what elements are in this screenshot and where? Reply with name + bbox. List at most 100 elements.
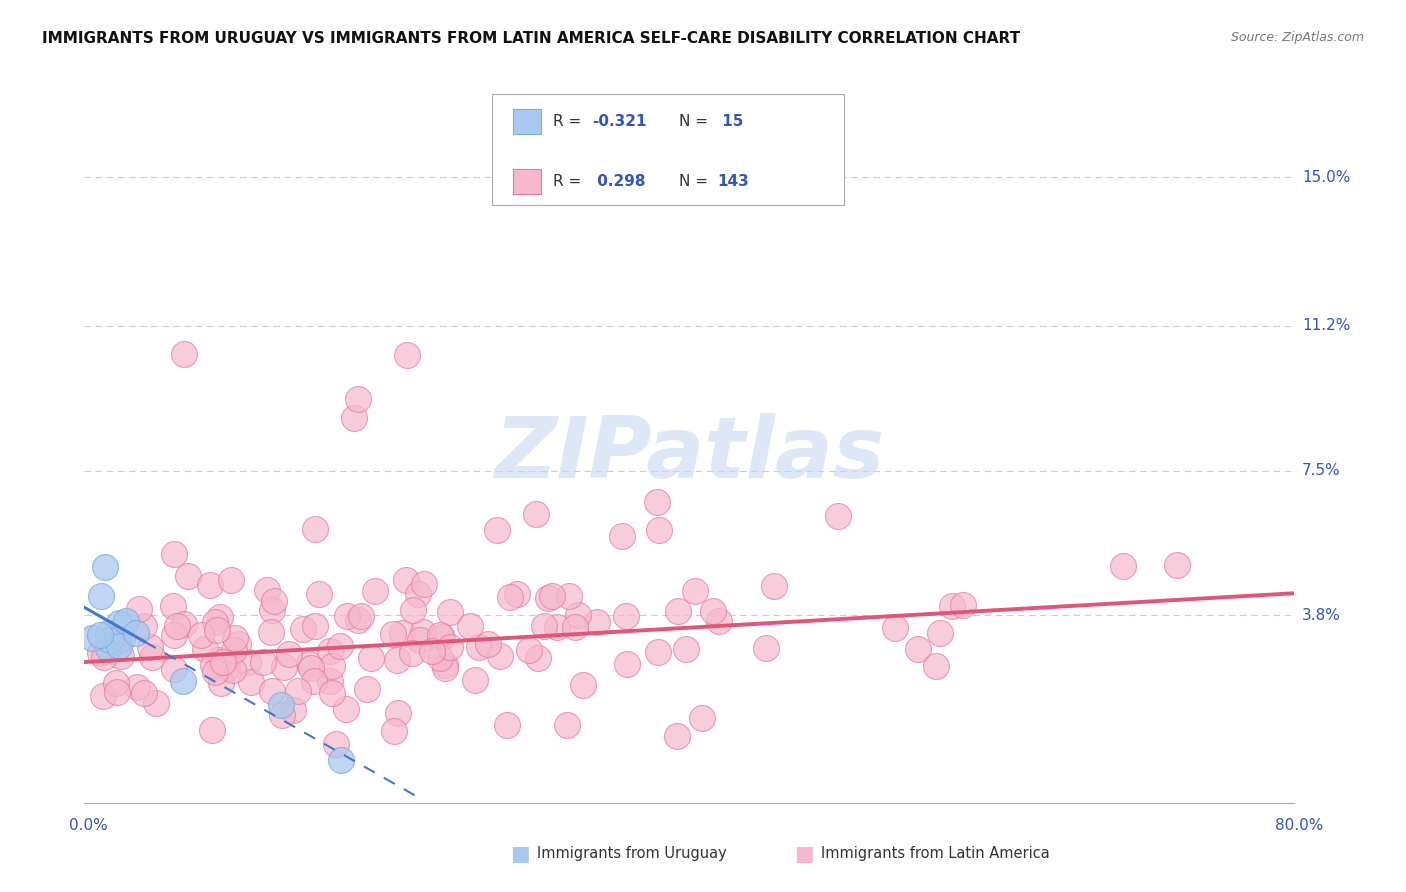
Point	[321, 659, 343, 673]
Point	[236, 655, 259, 669]
Point	[111, 632, 134, 646]
Point	[952, 598, 974, 612]
Point	[884, 621, 907, 635]
Point	[612, 529, 634, 543]
Point	[110, 649, 132, 664]
Point	[260, 624, 283, 639]
Point	[486, 523, 509, 537]
Point	[97, 641, 120, 656]
Point	[555, 718, 578, 732]
Text: 11.2%: 11.2%	[1302, 318, 1350, 334]
Point	[347, 392, 370, 407]
Point	[616, 657, 638, 672]
Text: Immigrants from Uruguay: Immigrants from Uruguay	[537, 847, 727, 861]
Point	[356, 681, 378, 696]
Point	[166, 619, 188, 633]
Text: 3.8%: 3.8%	[1302, 607, 1341, 623]
Point	[666, 604, 689, 618]
Point	[647, 644, 669, 658]
Point	[616, 608, 638, 623]
Point	[645, 495, 668, 509]
Point	[132, 686, 155, 700]
Point	[90, 589, 112, 603]
Point	[211, 655, 233, 669]
Point	[163, 662, 186, 676]
Point	[319, 644, 342, 658]
Point	[299, 661, 322, 675]
Text: R =: R =	[553, 114, 586, 128]
Point	[89, 646, 111, 660]
Point	[567, 607, 589, 622]
Point	[506, 587, 529, 601]
Point	[287, 684, 309, 698]
Point	[925, 659, 948, 673]
Text: ZIPatlas: ZIPatlas	[494, 413, 884, 497]
Point	[226, 637, 249, 651]
Point	[319, 673, 342, 688]
Point	[527, 650, 550, 665]
Point	[1112, 558, 1135, 573]
Point	[433, 657, 456, 672]
Point	[297, 657, 319, 672]
Text: 15.0%: 15.0%	[1302, 169, 1350, 185]
Point	[98, 632, 121, 647]
Point	[163, 628, 186, 642]
Text: Immigrants from Latin America: Immigrants from Latin America	[821, 847, 1050, 861]
Point	[329, 639, 352, 653]
Point	[308, 587, 330, 601]
Point	[115, 615, 138, 629]
Text: -0.321: -0.321	[592, 114, 647, 128]
Text: 80.0%: 80.0%	[1275, 818, 1323, 832]
Point	[395, 574, 418, 588]
Point	[519, 643, 541, 657]
Point	[907, 642, 929, 657]
Point	[929, 626, 952, 640]
Point	[173, 617, 195, 632]
Point	[107, 616, 129, 631]
Point	[277, 647, 299, 661]
Point	[252, 655, 274, 669]
Point	[273, 660, 295, 674]
Text: 15: 15	[717, 114, 744, 128]
Point	[558, 590, 581, 604]
Point	[396, 348, 419, 362]
Point	[524, 507, 547, 521]
Point	[177, 569, 200, 583]
Point	[127, 681, 149, 695]
Point	[429, 628, 451, 642]
Point	[540, 589, 562, 603]
Point	[498, 591, 520, 605]
Point	[198, 578, 221, 592]
Point	[564, 620, 586, 634]
Point	[108, 639, 131, 653]
Point	[433, 661, 456, 675]
Point	[101, 631, 124, 645]
Point	[381, 626, 404, 640]
Point	[281, 703, 304, 717]
Text: 0.298: 0.298	[592, 174, 645, 188]
Point	[675, 641, 697, 656]
Point	[467, 640, 489, 654]
Point	[141, 650, 163, 665]
Point	[364, 584, 387, 599]
Point	[586, 615, 609, 630]
Point	[302, 673, 325, 688]
Point	[162, 599, 184, 614]
Text: 7.5%: 7.5%	[1302, 463, 1340, 478]
Point	[683, 583, 706, 598]
Point	[107, 634, 129, 648]
Text: 0.0%: 0.0%	[69, 818, 108, 832]
Point	[707, 614, 730, 628]
Point	[201, 723, 224, 737]
Point	[262, 603, 284, 617]
Point	[572, 678, 595, 692]
Point	[145, 696, 167, 710]
Point	[702, 604, 724, 618]
Point	[430, 630, 453, 644]
Point	[429, 650, 451, 665]
Text: Source: ZipAtlas.com: Source: ZipAtlas.com	[1230, 31, 1364, 45]
Point	[173, 673, 195, 688]
Point	[217, 661, 239, 675]
Text: ■: ■	[794, 844, 814, 863]
Point	[89, 628, 111, 642]
